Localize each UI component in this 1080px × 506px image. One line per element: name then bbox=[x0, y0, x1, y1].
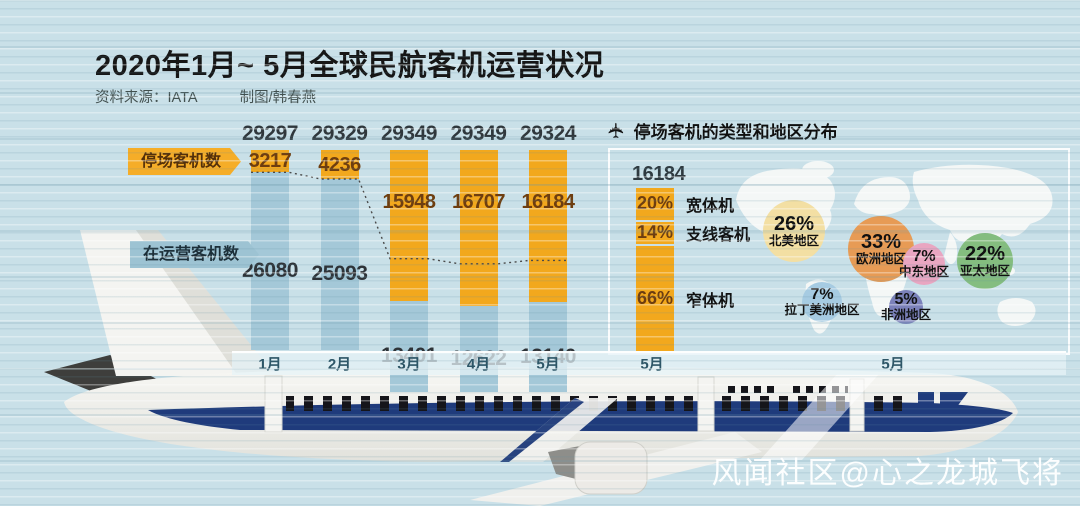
region-pct: 7% bbox=[810, 286, 834, 304]
region-bubble-亚太地区: 22% 亚太地区 bbox=[957, 233, 1013, 289]
month-label-3月: 3月 bbox=[397, 356, 421, 373]
door-shape bbox=[697, 376, 715, 432]
wing-edge bbox=[500, 398, 584, 462]
axis-band bbox=[232, 351, 1066, 375]
upper-window-row bbox=[722, 386, 778, 393]
legend-parked-tag: 停场客机数 bbox=[128, 148, 241, 175]
month-label-2月: 2月 bbox=[327, 356, 352, 373]
panel-title: 停场客机的类型和地区分布 bbox=[633, 123, 838, 142]
map-month-label: 5月 bbox=[881, 356, 905, 373]
parked-total-value: 16184 bbox=[632, 163, 686, 185]
region-bubble-非洲地区: 5% 非洲地区 bbox=[881, 290, 931, 324]
month-label-1月: 1月 bbox=[258, 356, 282, 373]
airplane-icon: ✈ bbox=[605, 121, 629, 140]
engine-cone bbox=[548, 446, 580, 480]
region-bubble-中东地区: 7% 中东地区 bbox=[899, 243, 949, 285]
type-label-支线客机: 支线客机 bbox=[686, 226, 751, 244]
region-name: 欧洲地区 bbox=[855, 252, 906, 267]
region-name: 拉丁美洲地区 bbox=[784, 302, 860, 317]
region-name: 亚太地区 bbox=[959, 264, 1010, 279]
wing-band bbox=[500, 398, 618, 462]
region-pct: 26% bbox=[773, 213, 815, 236]
parked-type-stacked-bar: 20% 14% 66% bbox=[636, 188, 674, 353]
credit-label: 制图/韩春燕 bbox=[239, 90, 317, 106]
source-row: 资料来源：IATA 制图/韩春燕 bbox=[95, 86, 354, 107]
type-segment-窄体机: 66% bbox=[636, 246, 674, 351]
legend-operating-tag: 在运营客机数 bbox=[130, 241, 259, 268]
tail-fin-shape bbox=[80, 230, 256, 376]
type-label-宽体机: 宽体机 bbox=[686, 197, 735, 215]
map-india bbox=[944, 232, 958, 265]
region-name: 中东地区 bbox=[899, 264, 950, 279]
region-pct: 5% bbox=[894, 291, 918, 309]
region-bubble-北美地区: 26% 北美地区 bbox=[763, 200, 825, 262]
cockpit-window bbox=[918, 392, 934, 408]
type-label-窄体机: 窄体机 bbox=[686, 292, 735, 310]
stack-month-label: 5月 bbox=[640, 356, 664, 373]
map-europe bbox=[854, 177, 910, 216]
region-bubble-欧洲地区: 33% 欧洲地区 bbox=[848, 216, 914, 282]
page-title: 2020年1月~ 5月全球民航客机运营状况 bbox=[95, 50, 605, 82]
engine-shape bbox=[574, 441, 648, 495]
upper-window-row bbox=[792, 386, 848, 393]
region-pct: 7% bbox=[912, 248, 936, 266]
region-name: 北美地区 bbox=[768, 234, 819, 249]
region-bubble-拉丁美洲地区: 7% 拉丁美洲地区 bbox=[785, 282, 860, 322]
month-label-5月: 5月 bbox=[536, 356, 560, 373]
type-segment-宽体机: 20% bbox=[636, 188, 674, 220]
region-pct: 22% bbox=[964, 243, 1006, 266]
map-australia bbox=[997, 298, 1036, 326]
panel-header: ✈ 停场客机的类型和地区分布 bbox=[605, 118, 838, 143]
month-label-4月: 4月 bbox=[466, 356, 491, 373]
cockpit-window bbox=[940, 392, 968, 408]
region-name: 非洲地区 bbox=[881, 307, 932, 322]
wing-sheen bbox=[760, 374, 879, 460]
source-label: 资料来源：IATA bbox=[95, 90, 198, 106]
watermark: 风闻社区@心之龙城飞将 bbox=[711, 457, 1064, 490]
door-shape bbox=[264, 375, 283, 433]
type-segment-支线客机: 14% bbox=[636, 221, 674, 245]
map-asia bbox=[912, 164, 1053, 245]
region-pct: 33% bbox=[860, 231, 902, 254]
